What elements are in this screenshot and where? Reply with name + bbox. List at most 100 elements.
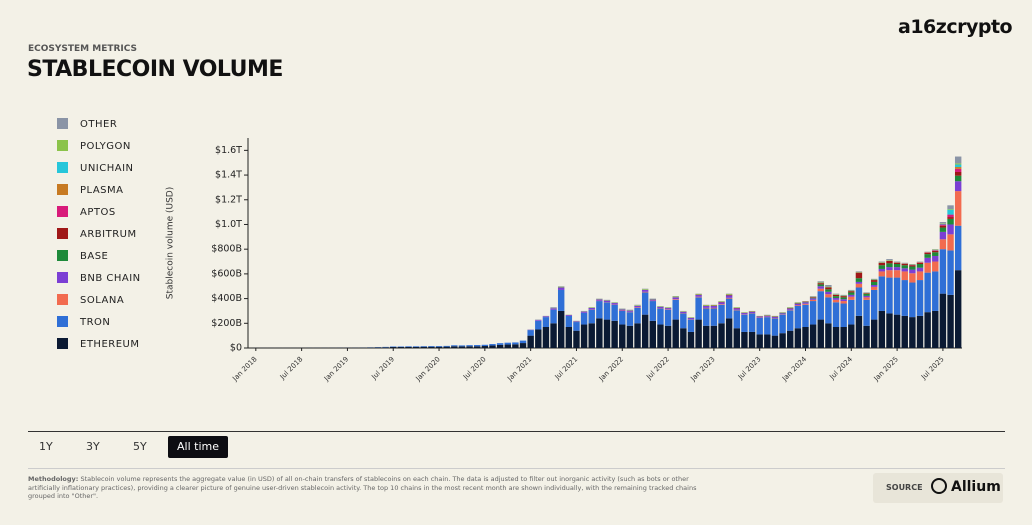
bar-segment: [947, 209, 954, 215]
bar-segment: [420, 346, 427, 347]
bar-segment: [916, 264, 924, 268]
range-button[interactable]: 5Y: [133, 440, 147, 453]
divider: [28, 468, 1005, 469]
bar-segment: [909, 269, 916, 274]
bar-segment: [893, 314, 901, 348]
bar-segment: [840, 303, 847, 327]
bar-segment: [832, 296, 840, 298]
bar-segment: [855, 287, 863, 316]
bar-segment: [802, 303, 809, 305]
bar-segment: [733, 307, 740, 308]
bar-segment: [596, 318, 603, 348]
x-tick-label: Jul 2025: [919, 355, 946, 382]
bar-segment: [825, 289, 832, 292]
range-button[interactable]: 1Y: [39, 440, 53, 453]
bar-segment: [756, 334, 763, 348]
bar-segment: [779, 333, 786, 348]
bar-segment: [825, 286, 832, 288]
bar-segment: [893, 262, 901, 264]
bar-segment: [710, 307, 718, 309]
bar-segment: [588, 309, 595, 324]
bar-segment: [840, 299, 847, 302]
bar-segment: [825, 291, 832, 295]
bar-segment: [390, 347, 397, 348]
bar-segment: [809, 324, 817, 348]
bar-segment: [878, 265, 886, 269]
bar-segment: [748, 313, 756, 332]
bar-segment: [771, 316, 779, 318]
bar-segment: [909, 317, 916, 348]
brand-logo: a16zcrypto: [898, 16, 1013, 38]
bar-segment: [588, 323, 595, 348]
bar-segment: [771, 335, 779, 348]
bar-segment: [954, 168, 962, 172]
bar-segment: [550, 307, 557, 308]
bar-segment: [954, 164, 962, 168]
bar-segment: [802, 302, 809, 304]
legend-swatch: [57, 206, 68, 217]
x-tick-label: Jan 2018: [230, 355, 258, 383]
bar-segment: [641, 291, 649, 293]
bar-segment: [886, 277, 893, 314]
bar-segment: [848, 289, 855, 291]
bar-segment: [901, 264, 908, 266]
x-tick-label: Jul 2019: [370, 355, 397, 382]
bar-segment: [756, 316, 763, 318]
bar-segment: [695, 297, 702, 320]
bar-segment: [649, 301, 657, 321]
bar-segment: [672, 319, 679, 348]
bar-segment: [863, 325, 870, 348]
bar-segment: [710, 306, 718, 308]
bar-segment: [565, 327, 573, 348]
divider: [28, 431, 1005, 432]
bar-segment: [886, 259, 893, 261]
bar-segment: [725, 298, 733, 319]
bar-segment: [550, 323, 557, 348]
bar-segment: [901, 271, 908, 281]
bar-segment: [848, 294, 855, 297]
bar-segment: [939, 222, 947, 224]
x-tick-label: Jan 2024: [780, 355, 809, 384]
bar-segment: [870, 289, 878, 320]
range-button[interactable]: 3Y: [86, 440, 100, 453]
bar-segment: [916, 262, 924, 264]
bar-segment: [626, 325, 634, 348]
bar-segment: [504, 344, 511, 348]
bar-segment: [588, 307, 595, 310]
y-tick-label: $1.6T: [215, 145, 242, 156]
bar-segment: [634, 305, 641, 308]
legend-swatch: [57, 228, 68, 239]
bar-segment: [779, 314, 786, 334]
bar-segment: [878, 276, 886, 311]
bar-segment: [741, 314, 748, 332]
bar-segment: [870, 280, 878, 282]
bar-segment: [825, 285, 832, 287]
bar-segment: [626, 310, 634, 312]
bar-segment: [474, 345, 481, 347]
bar-segment: [664, 308, 672, 310]
bar-segment: [451, 345, 458, 347]
bar-segment: [535, 329, 542, 348]
bar-segment: [916, 315, 924, 348]
range-button[interactable]: All time: [168, 436, 228, 458]
bar-segment: [893, 277, 901, 315]
legend-swatch: [57, 272, 68, 283]
bar-segment: [634, 323, 641, 348]
bar-segment: [695, 293, 702, 295]
bar-segment: [619, 310, 626, 325]
y-tick-label: $1.4T: [215, 170, 242, 181]
bar-segment: [474, 346, 481, 348]
bar-segment: [771, 318, 779, 336]
y-tick-label: $1.0T: [215, 219, 242, 230]
bar-segment: [825, 294, 832, 298]
bar-segment: [573, 321, 580, 323]
bar-segment: [397, 347, 405, 348]
bar-segment: [947, 205, 954, 210]
x-tick-label: Jan 2021: [505, 355, 533, 383]
bar-segment: [764, 315, 771, 317]
bar-segment: [710, 325, 718, 348]
bar-segment: [802, 327, 809, 348]
bar-segment: [817, 286, 824, 289]
bar-segment: [939, 293, 947, 348]
bar-segment: [886, 263, 893, 268]
